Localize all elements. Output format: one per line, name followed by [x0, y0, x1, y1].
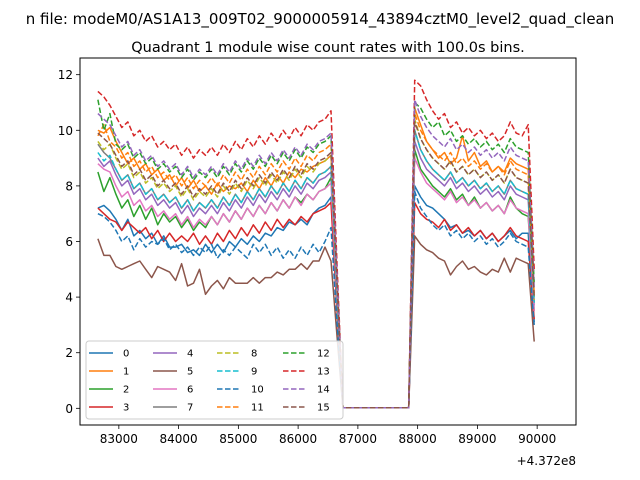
- y-axis: 0 2 4 6 8 10 12: [58, 68, 80, 416]
- legend-label-15: 15: [317, 403, 330, 414]
- y-tick-label: 8: [65, 179, 73, 193]
- legend-label-14: 14: [317, 385, 330, 396]
- series-layer: [97, 79, 535, 409]
- x-tick-label: 87000: [339, 432, 377, 446]
- legend-label-2: 2: [123, 385, 129, 396]
- legend-label-12: 12: [317, 349, 330, 360]
- series-line-10: [97, 190, 535, 409]
- x-tick-label: 83000: [100, 432, 138, 446]
- series-line-15: [97, 121, 535, 409]
- x-tick-label: 84000: [160, 432, 198, 446]
- legend-label-9: 9: [251, 367, 257, 378]
- legend-label-11: 11: [251, 403, 264, 414]
- chart-suptitle: n file: modeM0/AS1A13_009T02_9000005914_…: [26, 10, 615, 29]
- y-tick-label: 6: [65, 235, 73, 249]
- x-tick-label: 89000: [458, 432, 496, 446]
- y-tick-label: 12: [58, 68, 73, 82]
- y-tick-label: 2: [65, 346, 73, 360]
- x-tick-label: 90000: [518, 432, 556, 446]
- x-offset-label: +4.372e8: [517, 454, 576, 468]
- x-axis: 83000 84000 85000 86000 87000 88000 89000 90000: [100, 425, 556, 446]
- x-tick-label: 86000: [279, 432, 317, 446]
- series-line-4: [97, 140, 535, 409]
- legend-label-5: 5: [187, 367, 193, 378]
- legend-label-0: 0: [123, 349, 129, 360]
- chart-title: Quadrant 1 module wise count rates with …: [131, 40, 525, 56]
- legend-label-1: 1: [123, 367, 129, 378]
- legend-label-4: 4: [187, 349, 193, 360]
- legend-label-13: 13: [317, 367, 330, 378]
- series-line-3: [97, 201, 535, 409]
- series-line-14: [97, 98, 535, 409]
- legend-label-7: 7: [187, 403, 193, 414]
- series-line-9: [97, 129, 535, 409]
- series-line-13: [97, 79, 535, 409]
- legend-label-3: 3: [123, 403, 129, 414]
- series-line-12: [97, 99, 535, 409]
- y-tick-label: 0: [65, 402, 73, 416]
- x-tick-label: 88000: [399, 432, 437, 446]
- series-line-11: [97, 112, 535, 409]
- y-tick-label: 10: [58, 124, 73, 138]
- y-tick-label: 4: [65, 291, 73, 305]
- legend-label-6: 6: [187, 385, 193, 396]
- series-line-5: [97, 235, 535, 409]
- x-tick-label: 85000: [219, 432, 257, 446]
- legend-label-8: 8: [251, 349, 257, 360]
- series-line-6: [97, 157, 535, 409]
- legend-frame: [85, 340, 344, 420]
- legend-label-10: 10: [251, 385, 264, 396]
